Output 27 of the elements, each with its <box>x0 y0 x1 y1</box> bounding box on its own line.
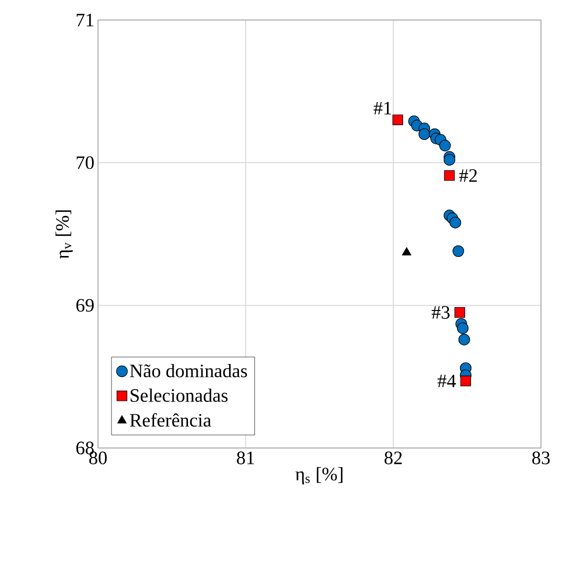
x-tick-label: 82 <box>384 452 402 464</box>
point <box>456 322 469 334</box>
point <box>444 170 455 181</box>
annotation: #1 <box>374 102 392 114</box>
x-tick-label: 83 <box>532 452 550 464</box>
legend-label: Referência <box>130 413 212 427</box>
x-axis-title: η$_{s}$ [%] <box>295 467 342 484</box>
point <box>439 140 451 152</box>
point <box>450 216 462 228</box>
point <box>460 376 471 386</box>
y-tick-label: 69 <box>76 298 94 312</box>
annotation: #2 <box>459 169 477 182</box>
legend-label: Selecionadas <box>130 388 228 402</box>
y-tick-label: 71 <box>76 14 94 26</box>
point <box>454 307 466 318</box>
legend-label: Não dominadas <box>130 364 248 378</box>
point <box>392 114 404 126</box>
annotation: #4 <box>438 374 456 388</box>
annotation: #3 <box>432 306 450 319</box>
point <box>444 154 456 166</box>
point <box>452 245 464 257</box>
point <box>402 247 412 256</box>
point <box>458 334 470 346</box>
x-tick-label: 81 <box>236 452 254 464</box>
y-tick-label: 70 <box>76 156 94 170</box>
point <box>418 128 430 140</box>
y-axis-title: η$_{v}$ [%] <box>56 210 73 259</box>
